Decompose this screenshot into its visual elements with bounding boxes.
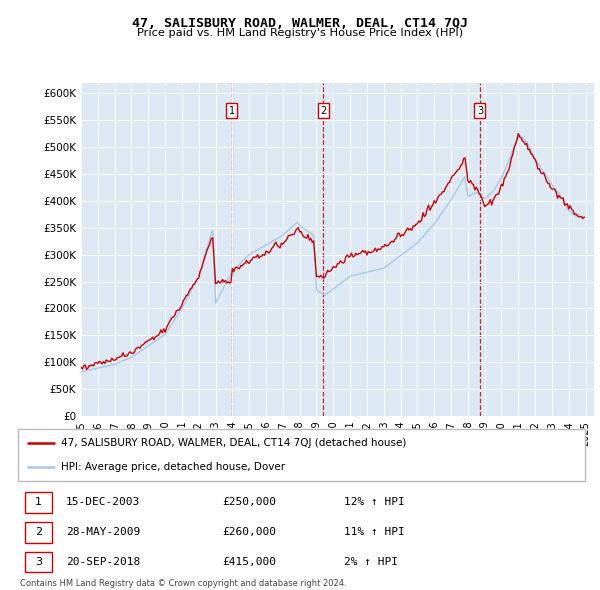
Text: Price paid vs. HM Land Registry's House Price Index (HPI): Price paid vs. HM Land Registry's House … — [137, 28, 463, 38]
FancyBboxPatch shape — [25, 492, 52, 513]
FancyBboxPatch shape — [25, 552, 52, 572]
Text: 11% ↑ HPI: 11% ↑ HPI — [344, 527, 405, 537]
FancyBboxPatch shape — [25, 522, 52, 543]
Text: 15-DEC-2003: 15-DEC-2003 — [66, 497, 140, 507]
Text: 2: 2 — [320, 106, 326, 116]
Text: 20-SEP-2018: 20-SEP-2018 — [66, 557, 140, 567]
Text: 12% ↑ HPI: 12% ↑ HPI — [344, 497, 405, 507]
Text: £415,000: £415,000 — [222, 557, 276, 567]
Text: HPI: Average price, detached house, Dover: HPI: Average price, detached house, Dove… — [61, 462, 284, 472]
Text: 3: 3 — [477, 106, 483, 116]
Text: 1: 1 — [35, 497, 42, 507]
Text: £260,000: £260,000 — [222, 527, 276, 537]
Text: 1: 1 — [229, 106, 235, 116]
Text: 3: 3 — [35, 557, 42, 567]
Text: £250,000: £250,000 — [222, 497, 276, 507]
Text: Contains HM Land Registry data © Crown copyright and database right 2024.
This d: Contains HM Land Registry data © Crown c… — [20, 579, 346, 590]
Text: 28-MAY-2009: 28-MAY-2009 — [66, 527, 140, 537]
FancyBboxPatch shape — [18, 429, 585, 481]
Text: 2% ↑ HPI: 2% ↑ HPI — [344, 557, 398, 567]
Text: 47, SALISBURY ROAD, WALMER, DEAL, CT14 7QJ (detached house): 47, SALISBURY ROAD, WALMER, DEAL, CT14 7… — [61, 438, 406, 448]
Text: 2: 2 — [35, 527, 42, 537]
Text: 47, SALISBURY ROAD, WALMER, DEAL, CT14 7QJ: 47, SALISBURY ROAD, WALMER, DEAL, CT14 7… — [132, 17, 468, 30]
